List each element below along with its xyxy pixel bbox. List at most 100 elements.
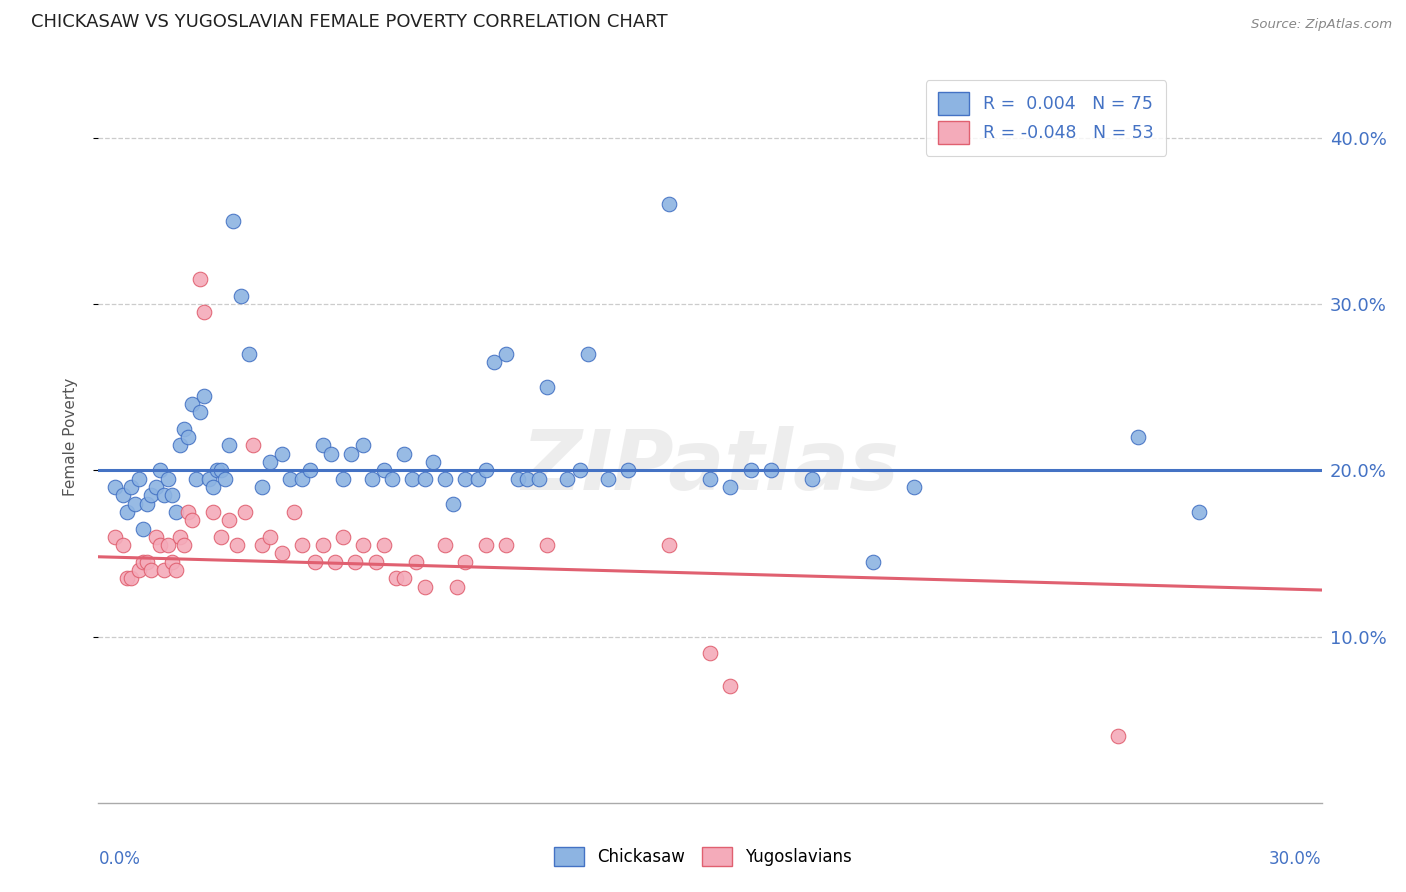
Point [401, 472, 423, 486]
Point [495, 347, 517, 361]
Point [312, 438, 335, 452]
Point [392, 447, 416, 461]
Point [201, 480, 224, 494]
Point [385, 571, 408, 585]
Point [658, 538, 681, 552]
Point [197, 472, 219, 486]
Point [188, 272, 212, 286]
Point [405, 555, 427, 569]
Point [104, 480, 127, 494]
Point [413, 472, 436, 486]
Point [516, 472, 538, 486]
Point [209, 530, 232, 544]
Point [145, 530, 167, 544]
Point [360, 472, 382, 486]
Point [1107, 729, 1129, 743]
Point [278, 472, 301, 486]
Point [903, 480, 925, 494]
Point [304, 555, 326, 569]
Point [218, 513, 240, 527]
Point [323, 555, 346, 569]
Point [446, 580, 468, 594]
Point [568, 463, 591, 477]
Point [152, 488, 174, 502]
Text: CHICKASAW VS YUGOSLAVIAN FEMALE POVERTY CORRELATION CHART: CHICKASAW VS YUGOSLAVIAN FEMALE POVERTY … [31, 12, 668, 31]
Point [177, 430, 200, 444]
Point [434, 472, 457, 486]
Point [111, 538, 134, 552]
Point [598, 472, 620, 486]
Point [527, 472, 550, 486]
Point [201, 505, 224, 519]
Point [454, 472, 477, 486]
Point [120, 571, 142, 585]
Point [233, 505, 256, 519]
Point [156, 538, 179, 552]
Point [299, 463, 322, 477]
Point [181, 513, 204, 527]
Point [617, 463, 640, 477]
Point [169, 438, 191, 452]
Point [165, 505, 187, 519]
Point [332, 530, 354, 544]
Point [482, 355, 505, 369]
Point [536, 380, 558, 394]
Point [332, 472, 354, 486]
Point [699, 472, 721, 486]
Point [128, 563, 150, 577]
Point [177, 505, 200, 519]
Point [250, 480, 273, 494]
Point [373, 463, 395, 477]
Point [156, 472, 179, 486]
Point [218, 438, 240, 452]
Point [352, 538, 374, 552]
Point [364, 555, 387, 569]
Point [740, 463, 762, 477]
Point [169, 530, 191, 544]
Point [160, 555, 183, 569]
Point [508, 472, 530, 486]
Legend: R =  0.004   N = 75, R = -0.048   N = 53: R = 0.004 N = 75, R = -0.048 N = 53 [927, 80, 1166, 156]
Point [238, 347, 260, 361]
Point [193, 388, 215, 402]
Point [352, 438, 374, 452]
Point [658, 197, 681, 211]
Point [344, 555, 367, 569]
Point [495, 538, 517, 552]
Point [124, 497, 146, 511]
Point [270, 447, 294, 461]
Text: 0.0%: 0.0% [98, 850, 141, 868]
Point [1128, 430, 1150, 444]
Point [291, 538, 314, 552]
Point [291, 472, 314, 486]
Point [259, 455, 281, 469]
Point [720, 680, 742, 694]
Point [467, 472, 489, 486]
Point [160, 488, 183, 502]
Point [132, 555, 155, 569]
Point [145, 480, 167, 494]
Point [181, 397, 204, 411]
Point [214, 472, 236, 486]
Point [152, 563, 174, 577]
Point [128, 472, 150, 486]
Point [576, 347, 599, 361]
Text: Source: ZipAtlas.com: Source: ZipAtlas.com [1251, 18, 1392, 31]
Point [434, 538, 457, 552]
Point [413, 580, 436, 594]
Text: ZIPatlas: ZIPatlas [522, 425, 898, 507]
Point [270, 546, 294, 560]
Point [381, 472, 404, 486]
Point [222, 214, 245, 228]
Point [720, 480, 742, 494]
Point [111, 488, 134, 502]
Point [136, 555, 159, 569]
Point [259, 530, 281, 544]
Point [699, 646, 721, 660]
Point [205, 463, 228, 477]
Point [373, 538, 395, 552]
Point [120, 480, 142, 494]
Point [141, 563, 163, 577]
Point [188, 405, 212, 419]
Point [173, 422, 195, 436]
